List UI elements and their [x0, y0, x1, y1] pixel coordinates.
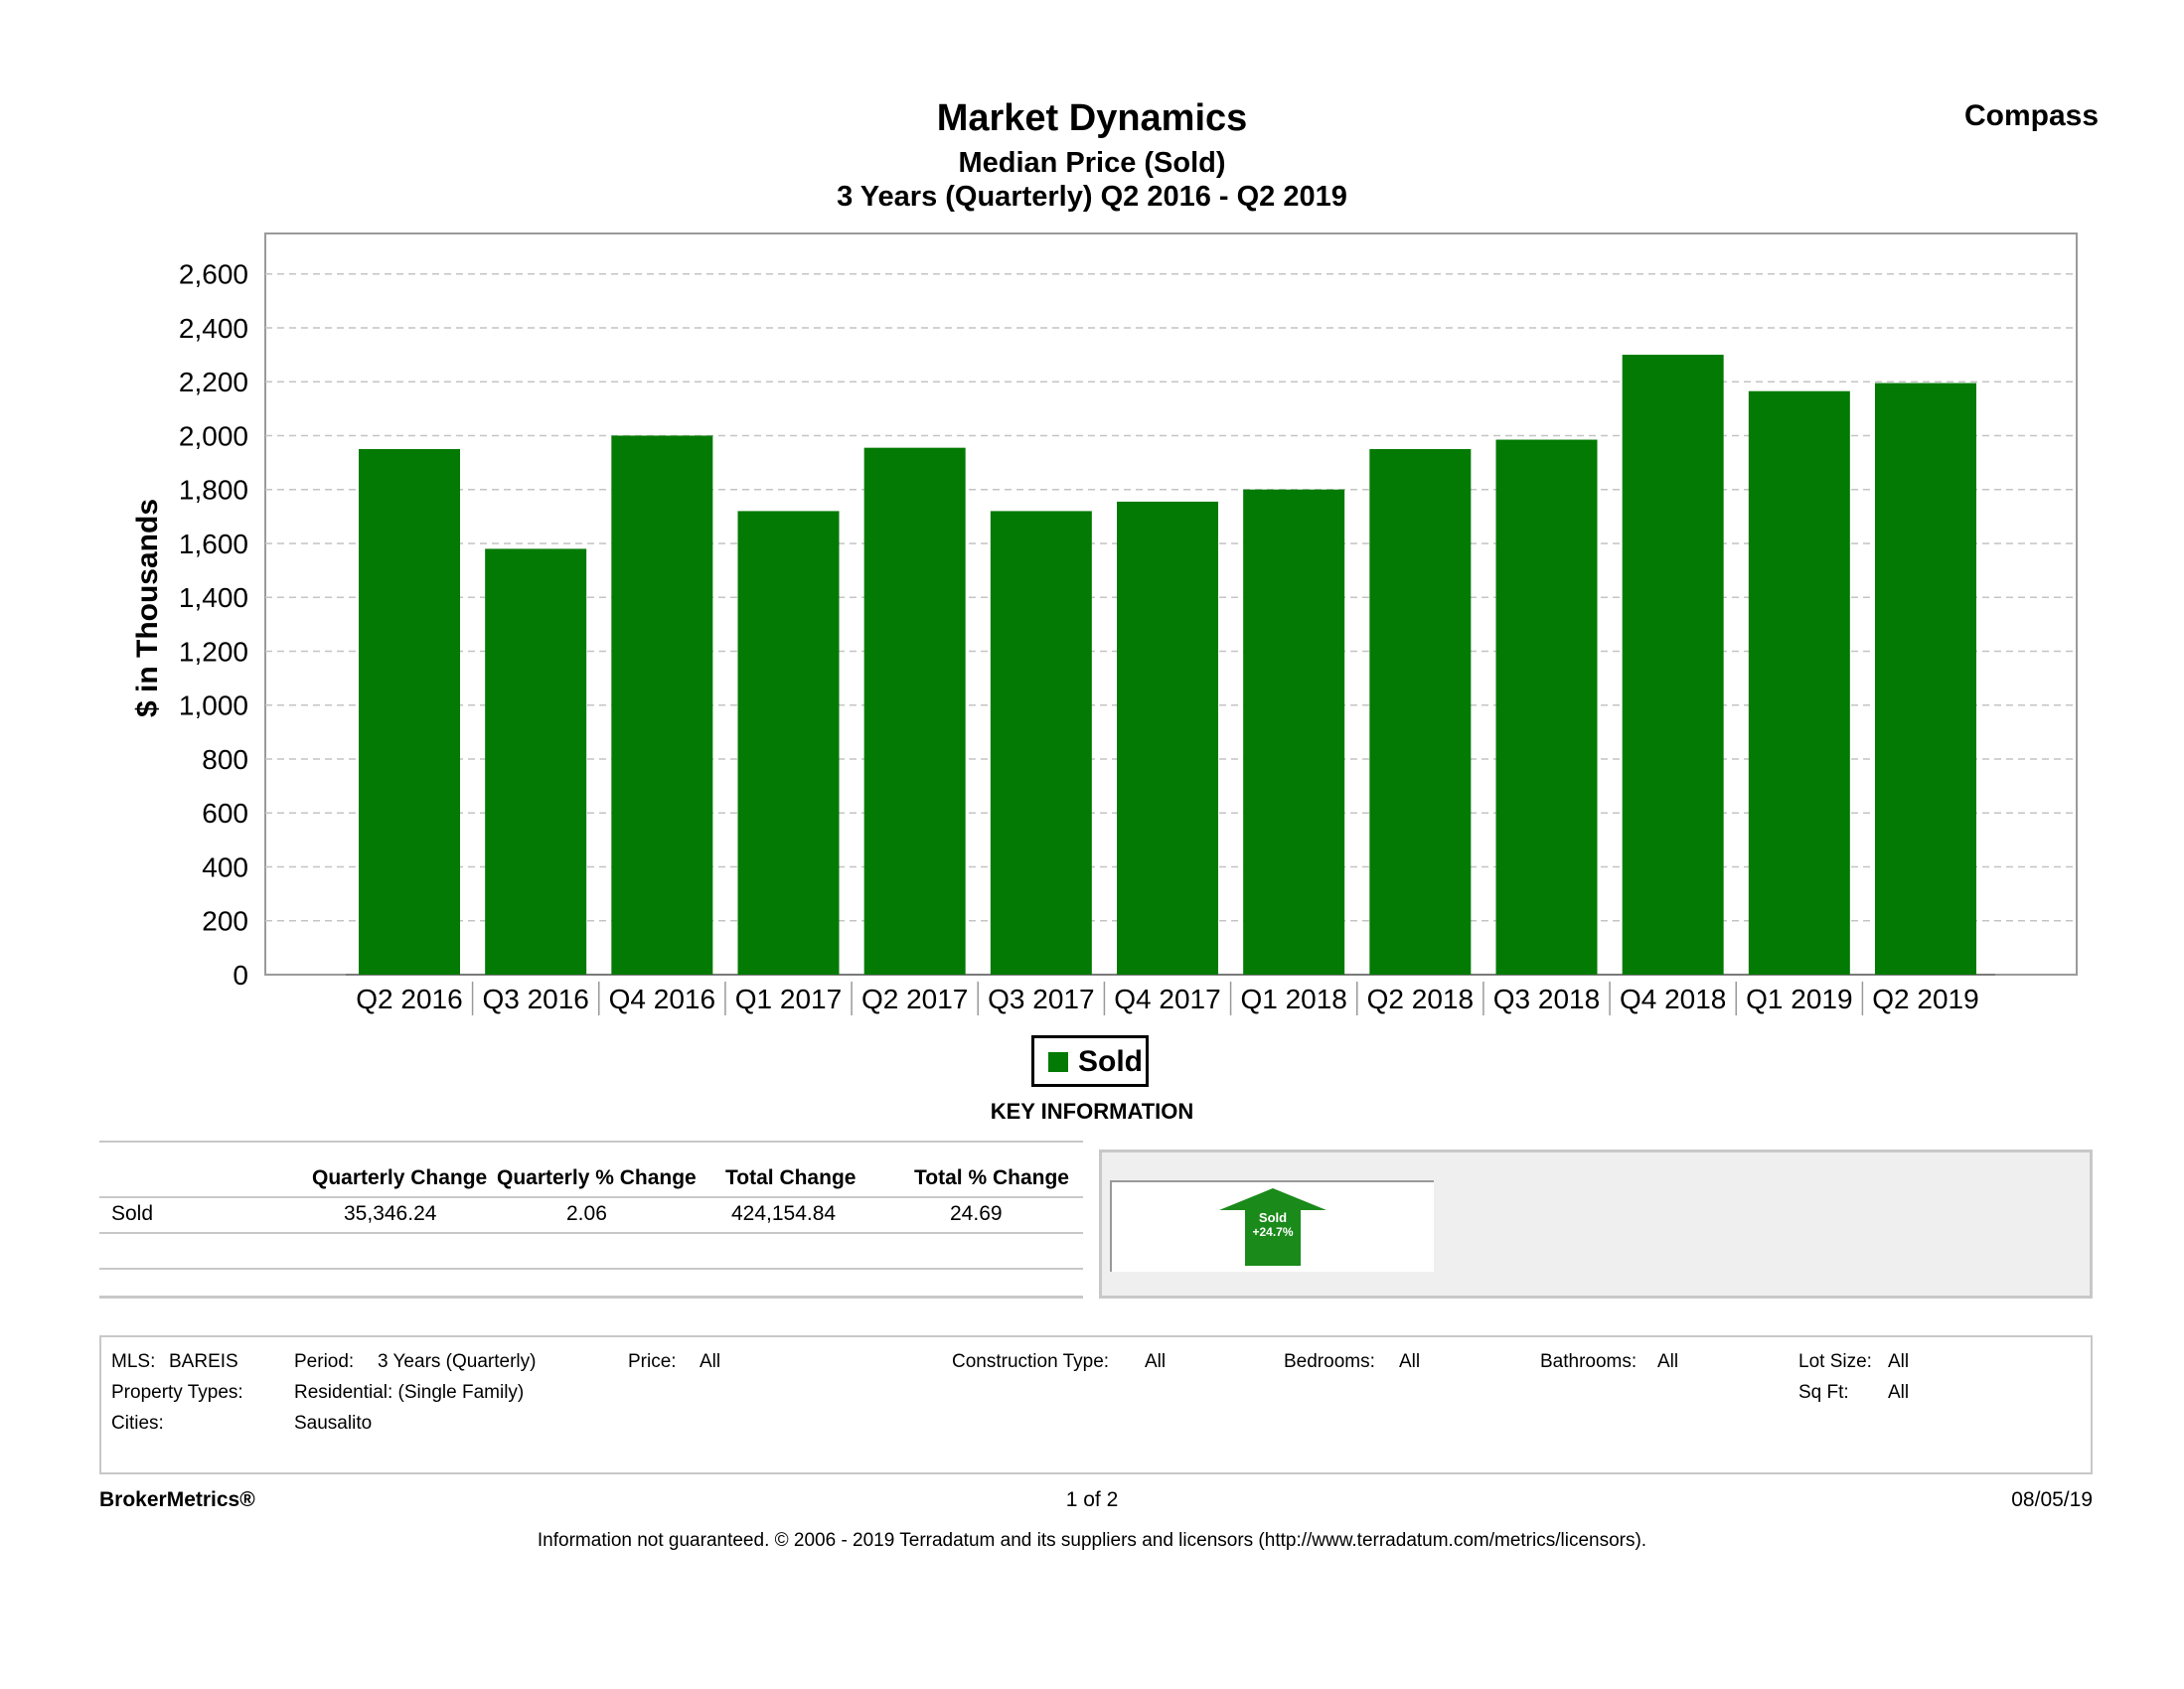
bars [359, 355, 1976, 975]
table-bottom-rule [99, 1296, 1083, 1299]
brand-name: Compass [1963, 99, 2099, 132]
lot-size-label: Lot Size: [1798, 1351, 1872, 1372]
change-indicator-box: Sold +24.7% [1110, 1180, 1434, 1272]
construction-type-value: All [1145, 1351, 1167, 1372]
bar-q2-2017 [863, 447, 966, 975]
bedrooms-label: Bedrooms: [1284, 1351, 1375, 1372]
y-tick-label: 2,200 [179, 367, 248, 397]
bar-q1-2017 [737, 511, 840, 975]
y-tick-label: 0 [233, 960, 248, 991]
bar-q4-2018 [1622, 355, 1724, 975]
bedrooms-value: All [1399, 1351, 1421, 1372]
legend: Sold [1031, 1035, 1149, 1087]
x-tick-label: Q4 2017 [1114, 984, 1220, 1014]
construction-type-label: Construction Type: [952, 1351, 1110, 1372]
x-tick-label: Q2 2019 [1872, 984, 1978, 1014]
y-tick-label: 2,600 [179, 259, 248, 290]
col-header-quarterly-change: Quarterly Change [312, 1166, 488, 1189]
row-label-sold: Sold [111, 1202, 154, 1225]
bar-q3-2018 [1495, 439, 1598, 975]
cell-quarterly-pct-change: 2.06 [566, 1202, 607, 1225]
x-tick-label: Q2 2018 [1367, 984, 1474, 1014]
bar-q4-2016 [611, 435, 713, 975]
x-tick-label: Q1 2019 [1746, 984, 1852, 1014]
period-label: Period: [294, 1351, 355, 1372]
mls-label: MLS: [111, 1351, 156, 1372]
bar-q4-2017 [1117, 501, 1218, 975]
y-axis-label: $ in Thousands [131, 499, 164, 717]
x-tick-label: Q3 2016 [482, 984, 588, 1014]
legend-swatch-sold [1048, 1052, 1068, 1072]
period-value: 3 Years (Quarterly) [378, 1351, 537, 1372]
table-top-rule [99, 1141, 1083, 1143]
legend-label: Sold [1078, 1045, 1143, 1078]
y-tick-label: 2,000 [179, 420, 248, 451]
price-value: All [700, 1351, 721, 1372]
bathrooms-label: Bathrooms: [1540, 1351, 1638, 1372]
price-label: Price: [628, 1351, 677, 1372]
bar-q2-2016 [359, 449, 460, 975]
bathrooms-value: All [1657, 1351, 1679, 1372]
page-number: 1 of 2 [1065, 1488, 1119, 1511]
bar-chart: 0 200 400 600 800 1,000 1,200 1,400 1,600 1,800 2,… [131, 232, 2078, 1015]
cell-total-pct-change: 24.69 [950, 1202, 1003, 1225]
bar-q2-2018 [1369, 449, 1472, 975]
report-subtitle: Median Price (Sold) [958, 147, 1226, 179]
cell-total-change: 424,154.84 [731, 1202, 837, 1225]
y-tick-label: 400 [202, 851, 248, 882]
bar-q1-2018 [1243, 489, 1345, 975]
bar-q3-2016 [485, 548, 587, 975]
y-tick-label: 1,800 [179, 475, 248, 506]
search-criteria-box: MLS: BAREIS Period: 3 Years (Quarterly) … [99, 1335, 2093, 1474]
report-date: 08/05/19 [2011, 1488, 2093, 1511]
sq-ft-value: All [1888, 1382, 1910, 1403]
property-types-label: Property Types: [111, 1382, 243, 1403]
row-rule [99, 1232, 1083, 1234]
footer-brand: BrokerMetrics® [99, 1488, 255, 1511]
sq-ft-label: Sq Ft: [1798, 1382, 1849, 1403]
up-arrow-icon: Sold +24.7% [1219, 1188, 1326, 1266]
disclaimer: Information not guaranteed. © 2006 - 201… [537, 1530, 1647, 1551]
bar-q2-2019 [1875, 383, 1976, 975]
property-types-value: Residential: (Single Family) [294, 1382, 525, 1403]
header-rule [99, 1196, 1083, 1198]
y-tick-label: 2,400 [179, 313, 248, 344]
cities-label: Cities: [111, 1413, 164, 1434]
col-header-total-change: Total Change [725, 1166, 857, 1189]
x-tick-label: Q1 2018 [1240, 984, 1346, 1014]
mls-value: BAREIS [169, 1351, 238, 1372]
report-title: Market Dynamics [936, 97, 1248, 139]
col-header-quarterly-pct-change: Quarterly % Change [497, 1166, 697, 1189]
y-tick-label: 1,000 [179, 691, 248, 721]
x-tick-label: Q4 2018 [1620, 984, 1726, 1014]
y-tick-label: 600 [202, 798, 248, 829]
y-tick-labels: 0 200 400 600 800 1,000 1,200 1,400 1,600 1,800 2,… [179, 259, 248, 991]
x-tick-label: Q4 2016 [609, 984, 715, 1014]
change-indicator-panel: Sold +24.7% [1099, 1150, 2093, 1299]
key-info-table: Quarterly Change Quarterly % Change Tota… [99, 1141, 1083, 1300]
x-tick-label: Q1 2017 [735, 984, 842, 1014]
x-tick-label: Q2 2017 [861, 984, 968, 1014]
x-tick-label: Q2 2016 [356, 984, 462, 1014]
arrow-change: +24.7% [1252, 1225, 1293, 1239]
y-tick-label: 1,600 [179, 529, 248, 559]
cities-value: Sausalito [294, 1413, 373, 1434]
y-tick-label: 800 [202, 744, 248, 775]
col-header-total-pct-change: Total % Change [914, 1166, 1069, 1189]
report-period: 3 Years (Quarterly) Q2 2016 - Q2 2019 [837, 181, 1347, 213]
x-tick-labels: Q2 2016 Q3 2016 Q4 2016 Q1 2017 Q2 2017 Q3 20… [356, 982, 1979, 1015]
x-tick-label: Q3 2018 [1493, 984, 1600, 1014]
bar-q1-2019 [1748, 390, 1850, 975]
y-tick-label: 1,400 [179, 582, 248, 613]
x-tick-label: Q3 2017 [988, 984, 1094, 1014]
cell-quarterly-change: 35,346.24 [344, 1202, 437, 1225]
bar-q3-2017 [990, 511, 1092, 975]
y-tick-label: 1,200 [179, 636, 248, 667]
row-rule [99, 1268, 1083, 1270]
arrow-label: Sold [1259, 1210, 1287, 1225]
key-info-heading: KEY INFORMATION [990, 1099, 1194, 1124]
y-tick-label: 200 [202, 906, 248, 937]
lot-size-value: All [1888, 1351, 1910, 1372]
